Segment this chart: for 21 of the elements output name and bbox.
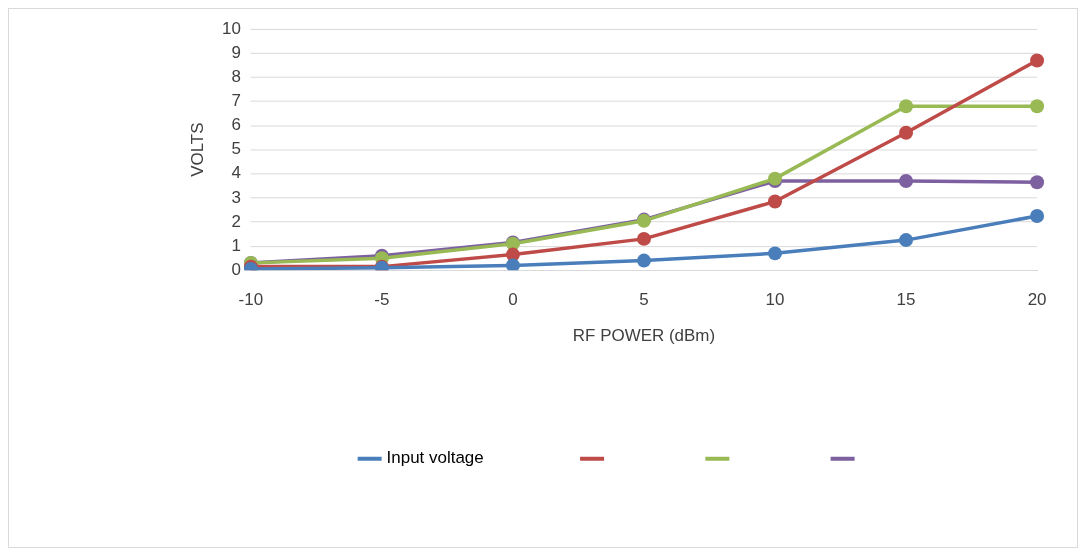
x-tick-label: 10 [765,290,785,309]
y-tick-label: 9 [231,42,241,62]
x-tick-label: 20 [1027,290,1047,309]
y-tick-label: 2 [231,211,241,231]
y-tick-label: 8 [231,67,241,87]
legend-label: Input voltage [386,448,484,468]
y-tick-label: 6 [231,115,241,135]
x-tick-label: -10 [238,290,264,309]
y-tick-label: 3 [231,187,241,207]
x-tick-label: 5 [639,290,649,309]
x-axis-title: RF POWER (dBm) [572,326,716,346]
y-tick-label: 0 [231,259,241,279]
y-tick-label: 7 [231,91,241,111]
y-tick-label: 5 [231,139,241,159]
x-tick-label: -5 [374,290,390,309]
y-tick-label: 4 [231,163,241,183]
x-tick-label: 15 [896,290,916,309]
y-tick-label: 1 [231,235,241,255]
y-axis-title: VOLTS [187,122,207,177]
y-tick-label: 10 [222,18,241,38]
x-tick-label: 0 [508,290,518,309]
